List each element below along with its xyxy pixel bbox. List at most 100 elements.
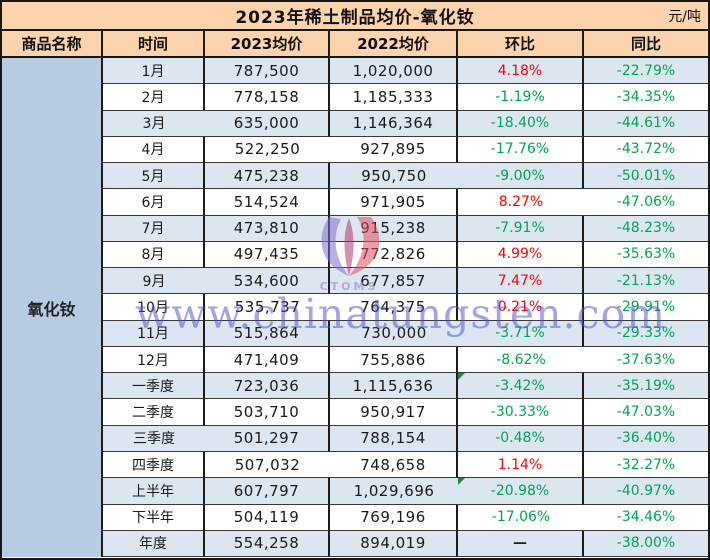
price-2022-cell: 748,658 bbox=[330, 451, 458, 479]
mom-change-cell: -30.33% bbox=[458, 399, 584, 426]
price-2023-cell: 503,710 bbox=[205, 399, 330, 426]
yoy-change-cell: -35.19% bbox=[584, 373, 708, 400]
time-cell: 8月 bbox=[103, 241, 205, 269]
mom-change-cell: — bbox=[458, 530, 584, 558]
mom-change-cell: -0.48% bbox=[458, 425, 584, 452]
yoy-change-cell: -37.63% bbox=[584, 346, 708, 374]
header-time: 时间 bbox=[103, 31, 205, 58]
time-cell: 1月 bbox=[103, 58, 205, 85]
price-2023-cell: 514,524 bbox=[205, 189, 330, 216]
mom-change-cell: -1.19% bbox=[458, 84, 584, 111]
table-title-bar: 2023年稀土制品均价-氧化钕 元/吨 bbox=[2, 2, 708, 31]
yoy-change-cell: -21.13% bbox=[584, 268, 708, 295]
yoy-change-cell: -34.35% bbox=[584, 84, 708, 111]
yoy-change-cell: -29.33% bbox=[584, 320, 708, 347]
price-2023-cell: 535,737 bbox=[205, 294, 330, 321]
product-name-cell: 氧化钕 bbox=[2, 58, 103, 558]
yoy-change-cell: -34.46% bbox=[584, 504, 708, 531]
table-title: 2023年稀土制品均价-氧化钕 bbox=[235, 8, 475, 28]
mom-change-cell: 4.18% bbox=[458, 58, 584, 85]
header-2023-avg-price: 2023均价 bbox=[205, 31, 330, 58]
price-2023-cell: 787,500 bbox=[205, 58, 330, 85]
mom-change-cell: 0.21% bbox=[458, 294, 584, 321]
mom-change-cell: -9.00% bbox=[458, 163, 584, 190]
price-2022-cell: 1,115,636 bbox=[330, 373, 458, 400]
price-2023-cell: 635,000 bbox=[205, 110, 330, 137]
yoy-change-cell: -47.03% bbox=[584, 399, 708, 426]
time-cell: 9月 bbox=[103, 268, 205, 295]
time-cell: 4月 bbox=[103, 136, 205, 164]
price-2022-cell: 677,857 bbox=[330, 268, 458, 295]
price-2022-cell: 1,020,000 bbox=[330, 58, 458, 85]
price-2023-cell: 778,158 bbox=[205, 84, 330, 111]
time-cell: 二季度 bbox=[103, 399, 205, 426]
price-2023-cell: 522,250 bbox=[205, 136, 330, 164]
price-2022-cell: 764,375 bbox=[330, 294, 458, 321]
price-2022-cell: 730,000 bbox=[330, 320, 458, 347]
time-cell: 7月 bbox=[103, 215, 205, 242]
price-2023-cell: 534,600 bbox=[205, 268, 330, 295]
header-mom-change: 环比 bbox=[458, 31, 584, 58]
time-cell: 下半年 bbox=[103, 504, 205, 531]
price-2023-cell: 607,797 bbox=[205, 478, 330, 505]
price-2023-cell: 471,409 bbox=[205, 346, 330, 374]
time-cell: 6月 bbox=[103, 189, 205, 216]
time-cell: 2月 bbox=[103, 84, 205, 111]
mom-change-cell: -3.42% bbox=[458, 373, 584, 400]
mom-change-cell: 1.14% bbox=[458, 451, 584, 479]
mom-change-cell: 8.27% bbox=[458, 189, 584, 216]
price-2022-cell: 950,917 bbox=[330, 399, 458, 426]
mom-change-cell: -18.40% bbox=[458, 110, 584, 137]
time-cell: 10月 bbox=[103, 294, 205, 321]
price-2023-cell: 473,810 bbox=[205, 215, 330, 242]
price-2023-cell: 504,119 bbox=[205, 504, 330, 531]
price-2022-cell: 1,185,333 bbox=[330, 84, 458, 111]
yoy-change-cell: -44.61% bbox=[584, 110, 708, 137]
yoy-change-cell: -40.97% bbox=[584, 478, 708, 505]
header-2022-avg-price: 2022均价 bbox=[330, 31, 458, 58]
time-cell: 上半年 bbox=[103, 478, 205, 505]
time-cell: 年度 bbox=[103, 530, 205, 558]
price-2023-cell: 475,238 bbox=[205, 163, 330, 190]
price-2023-cell: 507,032 bbox=[205, 451, 330, 479]
time-cell: 四季度 bbox=[103, 451, 205, 479]
mom-change-cell: 7.47% bbox=[458, 268, 584, 295]
mom-change-cell: -3.71% bbox=[458, 320, 584, 347]
price-2023-cell: 501,297 bbox=[205, 425, 330, 452]
price-2022-cell: 894,019 bbox=[330, 530, 458, 558]
mom-change-cell: -8.62% bbox=[458, 346, 584, 374]
price-2023-cell: 515,864 bbox=[205, 320, 330, 347]
price-2022-cell: 971,905 bbox=[330, 189, 458, 216]
yoy-change-cell: -38.00% bbox=[584, 530, 708, 558]
yoy-change-cell: -35.63% bbox=[584, 241, 708, 269]
mom-change-cell: -20.98% bbox=[458, 478, 584, 505]
mom-change-cell: 4.99% bbox=[458, 241, 584, 269]
time-cell: 3月 bbox=[103, 110, 205, 137]
time-cell: 12月 bbox=[103, 346, 205, 374]
time-cell: 一季度 bbox=[103, 373, 205, 400]
yoy-change-cell: -48.23% bbox=[584, 215, 708, 242]
mom-change-cell: -17.76% bbox=[458, 136, 584, 164]
data-grid: 商品名称 时间 2023均价 2022均价 环比 同比 氧化钕 1月 787,50… bbox=[2, 31, 708, 558]
yoy-change-cell: -32.27% bbox=[584, 451, 708, 479]
time-cell: 11月 bbox=[103, 320, 205, 347]
header-product-name: 商品名称 bbox=[2, 31, 103, 58]
price-2022-cell: 950,750 bbox=[330, 163, 458, 190]
price-2022-cell: 1,029,696 bbox=[330, 478, 458, 505]
price-2022-cell: 915,238 bbox=[330, 215, 458, 242]
yoy-change-cell: -43.72% bbox=[584, 136, 708, 164]
yoy-change-cell: -47.06% bbox=[584, 189, 708, 216]
yoy-change-cell: -36.40% bbox=[584, 425, 708, 452]
price-2023-cell: 723,036 bbox=[205, 373, 330, 400]
time-cell: 三季度 bbox=[103, 425, 205, 452]
mom-change-cell: -17.06% bbox=[458, 504, 584, 531]
price-2022-cell: 788,154 bbox=[330, 425, 458, 452]
yoy-change-cell: -22.79% bbox=[584, 58, 708, 85]
price-2023-cell: 554,258 bbox=[205, 530, 330, 558]
price-2022-cell: 755,886 bbox=[330, 346, 458, 374]
price-2022-cell: 927,895 bbox=[330, 136, 458, 164]
yoy-change-cell: -50.01% bbox=[584, 163, 708, 190]
price-2022-cell: 772,826 bbox=[330, 241, 458, 269]
price-2023-cell: 497,435 bbox=[205, 241, 330, 269]
